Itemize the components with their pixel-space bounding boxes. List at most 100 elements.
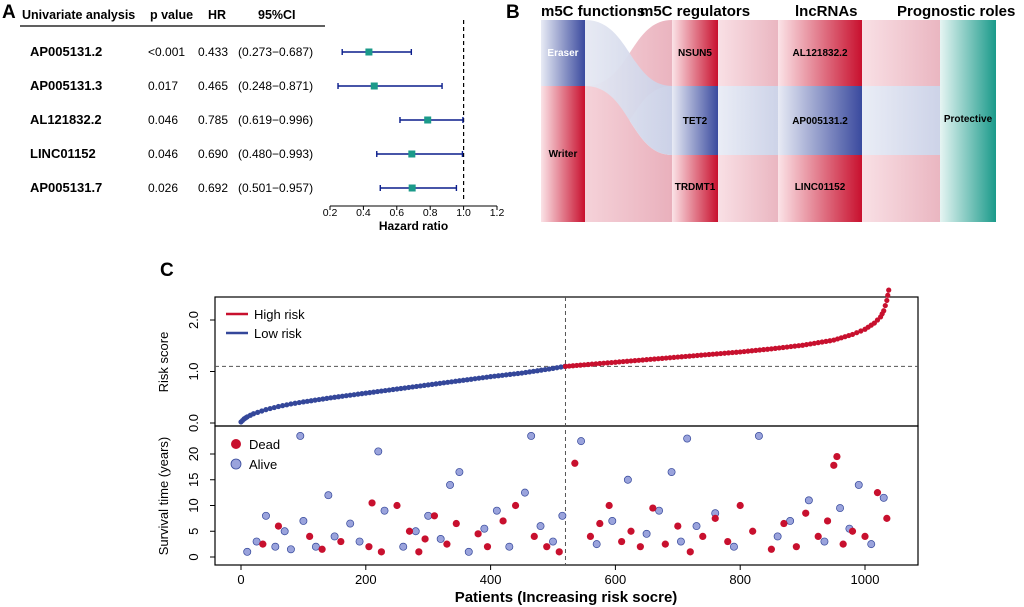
forest-header-name: Univariate analysis bbox=[22, 8, 135, 22]
risk-x-tick-label: 400 bbox=[480, 572, 502, 587]
low-risk-point bbox=[367, 390, 373, 396]
low-risk-point bbox=[324, 395, 330, 402]
label-eraser: Eraser bbox=[547, 48, 578, 59]
risk-score-frame bbox=[214, 296, 919, 427]
band-trdmt1 bbox=[718, 155, 778, 222]
node-trdmt1 bbox=[672, 155, 718, 222]
low-risk-point bbox=[437, 380, 443, 386]
alive-point bbox=[667, 468, 676, 476]
low-risk-point bbox=[417, 383, 423, 389]
dead-point bbox=[627, 527, 635, 535]
dead-point bbox=[833, 452, 841, 461]
dead-point bbox=[792, 543, 800, 551]
high-risk-point bbox=[800, 342, 806, 348]
low-risk-point bbox=[406, 384, 412, 391]
high-risk-point bbox=[788, 343, 794, 350]
forest-row-hr: 0.465 bbox=[198, 79, 228, 93]
band-ap005131 bbox=[862, 86, 940, 155]
forest-row-p: 0.046 bbox=[148, 113, 178, 127]
dead-point bbox=[649, 504, 657, 512]
forest-row-hr: 0.690 bbox=[198, 147, 228, 161]
risk-x-tick-label: 600 bbox=[605, 572, 627, 587]
low-risk-point bbox=[460, 377, 466, 383]
low-risk-point bbox=[394, 386, 400, 392]
high-risk-point bbox=[690, 353, 697, 359]
high-risk-point bbox=[764, 346, 771, 352]
band-al121832 bbox=[862, 20, 940, 86]
high-risk-point bbox=[780, 344, 786, 351]
low-risk-point bbox=[382, 387, 388, 394]
risk-x-tick-label: 1000 bbox=[851, 572, 880, 587]
risk-x-tick-label: 0 bbox=[237, 572, 244, 587]
node-tet2 bbox=[672, 86, 718, 155]
alive-point bbox=[804, 496, 813, 505]
dead-point bbox=[699, 532, 707, 541]
low-risk-point bbox=[312, 397, 318, 403]
label-nsun5: NSUN5 bbox=[678, 48, 712, 59]
alive-point bbox=[436, 535, 445, 543]
dead-point bbox=[365, 543, 373, 551]
alive-point bbox=[786, 517, 795, 525]
high-risk-point bbox=[628, 358, 634, 364]
alive-point bbox=[311, 542, 320, 551]
low-risk-point bbox=[304, 398, 310, 404]
panel-a: A Univariate analysis p value HR 95%CI A… bbox=[2, 2, 504, 233]
low-risk-point bbox=[288, 401, 294, 407]
low-risk-point bbox=[355, 391, 361, 397]
low-risk-point bbox=[472, 376, 478, 382]
dead-point bbox=[415, 548, 423, 556]
dead-point bbox=[736, 501, 744, 510]
alive-point bbox=[623, 475, 632, 484]
low-risk-point bbox=[255, 409, 261, 415]
low-risk-point bbox=[476, 375, 482, 381]
alive-point bbox=[346, 519, 355, 528]
alive-point bbox=[642, 529, 651, 538]
dead-point bbox=[555, 548, 563, 556]
high-risk-point bbox=[686, 353, 693, 359]
low-risk-point bbox=[449, 379, 455, 385]
high-risk-point bbox=[819, 339, 825, 345]
high-risk-point bbox=[741, 348, 747, 355]
dead-point bbox=[474, 530, 482, 538]
alive-point bbox=[879, 493, 888, 502]
high-risk-point bbox=[772, 345, 778, 351]
low-risk-point bbox=[359, 391, 365, 397]
alive-point bbox=[280, 527, 289, 536]
dead-point bbox=[274, 522, 283, 530]
low-risk-point bbox=[378, 388, 384, 394]
low-risk-point bbox=[523, 369, 529, 376]
low-risk-point bbox=[441, 380, 447, 386]
low-risk-point bbox=[554, 365, 560, 371]
low-risk-point bbox=[421, 382, 427, 389]
low-risk-point bbox=[328, 395, 334, 401]
survival-y-tick-label: 5 bbox=[186, 528, 201, 535]
forest-x-tick-label: 0.2 bbox=[323, 207, 338, 219]
risk-y-tick-label: 2.0 bbox=[186, 311, 201, 329]
dead-point bbox=[780, 519, 788, 528]
dead-point bbox=[511, 501, 520, 510]
dead-point bbox=[661, 540, 669, 548]
high-risk-point bbox=[562, 363, 569, 369]
dead-point bbox=[618, 537, 626, 546]
high-risk-point bbox=[683, 353, 689, 360]
low-risk-point bbox=[386, 387, 392, 393]
dead-point bbox=[405, 527, 414, 535]
alive-point bbox=[446, 480, 454, 489]
node-nsun5 bbox=[672, 20, 718, 86]
alive-point bbox=[480, 524, 489, 533]
low-risk-point bbox=[347, 392, 353, 398]
alive-point bbox=[492, 506, 501, 515]
high-risk-point bbox=[718, 350, 724, 357]
risk-axes: 0 200 400 600 800 1000 0.0 1.0 2.0 0 5 10 15 20 bbox=[186, 311, 879, 587]
alive-point bbox=[836, 504, 844, 513]
high-risk-point bbox=[675, 354, 681, 360]
panel-b: B m5C functions m5C regulators lncRNAs P… bbox=[506, 2, 1015, 222]
low-risk-point bbox=[316, 396, 322, 403]
forest-row-p: 0.026 bbox=[148, 181, 178, 195]
low-risk-point bbox=[250, 411, 257, 417]
forest-row-name: AL121832.2 bbox=[30, 112, 102, 127]
high-risk-point bbox=[608, 359, 615, 366]
low-risk-point bbox=[480, 375, 486, 381]
forest-row-p: 0.017 bbox=[148, 79, 178, 93]
low-risk-point bbox=[398, 385, 404, 392]
